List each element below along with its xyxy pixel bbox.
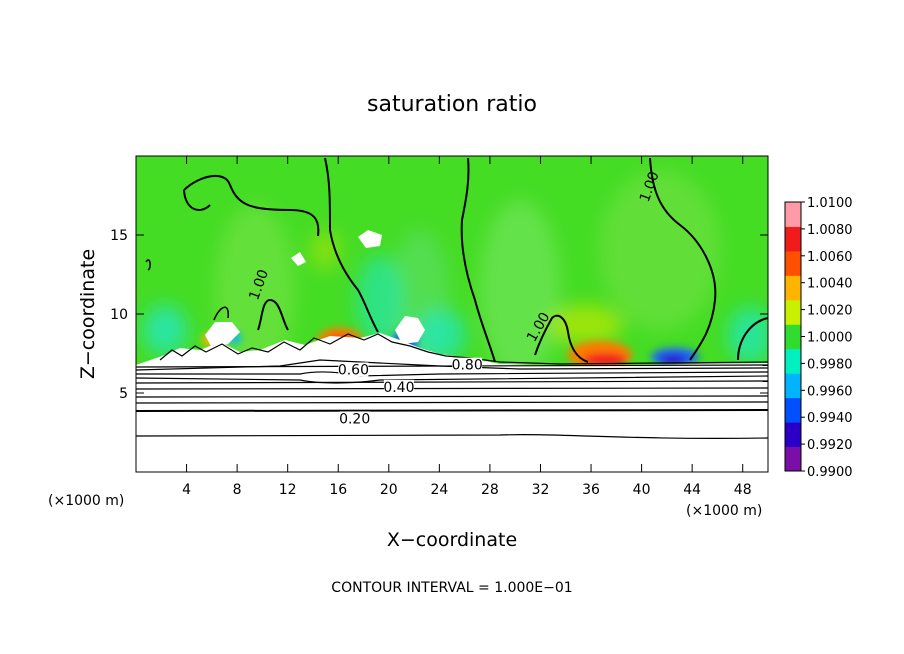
contour-interval-note: CONTOUR INTERVAL = 1.000E−01 bbox=[331, 580, 572, 596]
light-band-4 bbox=[600, 170, 720, 330]
contour-1.00-i bbox=[213, 306, 229, 321]
light-band-3 bbox=[480, 200, 560, 380]
contour-1.00-d bbox=[460, 157, 496, 363]
contour-label: 0.20 bbox=[339, 411, 370, 427]
colorbar-label: 1.0000 bbox=[807, 331, 853, 346]
plot-area bbox=[136, 156, 768, 472]
x-tick-label: 8 bbox=[233, 482, 242, 498]
contour-1.00-f bbox=[534, 314, 589, 363]
y-axis: 5 10 15 bbox=[110, 228, 768, 402]
contour-0.40 bbox=[136, 387, 768, 390]
x-unit-right: (×1000 m) bbox=[686, 503, 762, 519]
x-tick-label: 28 bbox=[481, 482, 499, 498]
colorbar-segment bbox=[785, 275, 801, 301]
colorbar-label: 1.0060 bbox=[807, 250, 853, 265]
y-tick-label: 15 bbox=[110, 228, 128, 244]
contour-1.00-h bbox=[257, 298, 289, 331]
x-tick-label: 4 bbox=[182, 482, 191, 498]
colorbar-label: 0.9980 bbox=[807, 357, 853, 372]
cloud-fragment-3 bbox=[358, 230, 382, 248]
colorbar-segment bbox=[785, 446, 801, 472]
x-tick-label: 32 bbox=[532, 482, 550, 498]
contour-1.00-c bbox=[324, 157, 379, 333]
contour-1.00-e bbox=[649, 157, 717, 361]
colorbar-segment bbox=[785, 250, 801, 276]
x-tick-label: 44 bbox=[683, 482, 701, 498]
cyan-region-1 bbox=[143, 305, 187, 355]
colorbar-label: 1.0040 bbox=[807, 277, 853, 292]
x-unit-left: (×1000 m) bbox=[48, 493, 124, 509]
cloud-fragment-4 bbox=[291, 252, 306, 266]
contour-label: 0.80 bbox=[452, 358, 483, 374]
contour-0.20 bbox=[136, 409, 768, 412]
contour-1.00-g bbox=[737, 317, 768, 361]
x-axis-label: X−coordinate bbox=[387, 529, 517, 551]
contour-0.80 bbox=[136, 359, 768, 371]
cyan-region-4 bbox=[728, 307, 768, 363]
x-tick-label: 12 bbox=[279, 482, 297, 498]
chart-title: saturation ratio bbox=[367, 92, 537, 117]
colorbar: 1.0100 1.0080 1.0060 1.0040 1.0020 1.0000 0.99… bbox=[784, 196, 853, 480]
colorbar-segment bbox=[785, 299, 801, 325]
colorbar-label: 1.0080 bbox=[807, 223, 853, 238]
contour-1.00-j bbox=[145, 259, 151, 271]
contour-label-bg bbox=[338, 362, 369, 377]
cloud-fragment-2 bbox=[395, 316, 425, 344]
contour-labels: 1.001.001.000.60 0.800.400.20 bbox=[246, 170, 662, 428]
x-axis: 4 8 12 16 20 24 28 32 36 40 44 48 bbox=[182, 156, 752, 498]
colorbar-label: 1.0100 bbox=[807, 196, 853, 211]
colorbar-segment bbox=[785, 348, 801, 374]
contour-lines bbox=[136, 157, 768, 439]
contour-0.30 bbox=[136, 395, 768, 398]
x-tick-label: 20 bbox=[380, 482, 398, 498]
cloud-fragment-1 bbox=[205, 322, 240, 348]
x-tick-label: 16 bbox=[329, 482, 347, 498]
colorbar-label: 0.9940 bbox=[807, 411, 853, 426]
contour-label-bg bbox=[383, 379, 414, 394]
x-tick-label: 48 bbox=[734, 482, 752, 498]
contour-ragged-top bbox=[159, 333, 768, 365]
colorbar-label: 1.0020 bbox=[807, 304, 853, 319]
colorbar-segment bbox=[785, 324, 801, 350]
y-axis-label: Z−coordinate bbox=[77, 249, 99, 379]
contour-label-bg bbox=[452, 357, 483, 372]
contour-label: 0.60 bbox=[338, 362, 369, 378]
x-tick-label: 24 bbox=[430, 482, 448, 498]
contour-1.00-b bbox=[183, 189, 211, 211]
colorbar-segment bbox=[785, 226, 801, 252]
y-tick-label: 5 bbox=[119, 386, 128, 402]
cyan-region-2 bbox=[356, 255, 404, 345]
contour-0.25 bbox=[136, 401, 768, 404]
x-tick-label: 40 bbox=[633, 482, 651, 498]
contour-label-bg bbox=[339, 411, 370, 426]
colorbar-label: 0.9900 bbox=[807, 465, 853, 480]
colorbar-label: 0.9960 bbox=[807, 384, 853, 399]
colorbar-segment bbox=[785, 397, 801, 423]
contour-0.50 bbox=[136, 380, 768, 384]
colorbar-label: 0.9920 bbox=[807, 438, 853, 453]
y-tick-label: 10 bbox=[110, 307, 128, 323]
saturation-field-shading bbox=[143, 170, 768, 380]
colorbar-segment bbox=[785, 422, 801, 448]
cloud-edge-whites bbox=[205, 230, 425, 348]
colorbar-segment bbox=[785, 373, 801, 399]
x-tick-label: 36 bbox=[582, 482, 600, 498]
colorbar-segment bbox=[785, 202, 801, 227]
cyan-region-3 bbox=[414, 309, 466, 361]
contour-0.10 bbox=[136, 434, 768, 439]
yellow-region-1 bbox=[547, 305, 623, 345]
contour-label: 0.40 bbox=[383, 380, 414, 396]
contour-1.00-a bbox=[183, 175, 320, 237]
